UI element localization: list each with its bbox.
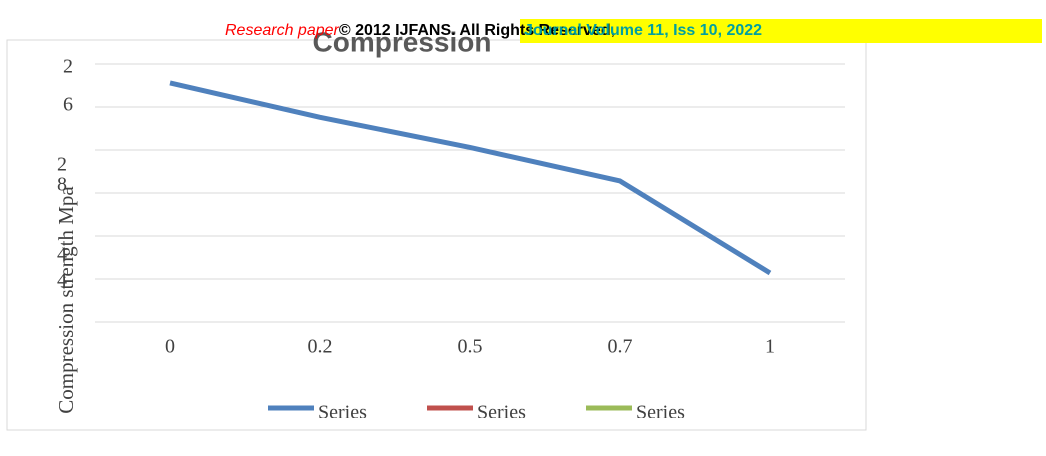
header-left: Research paper	[225, 22, 340, 39]
x-tick-label: 0.5	[458, 336, 483, 358]
chart-frame	[6, 39, 867, 431]
x-tick-label: 1	[765, 336, 775, 358]
legend-label: Series	[636, 402, 685, 424]
legend-label: Series	[318, 402, 367, 424]
x-tick-label: 0.2	[308, 336, 333, 358]
y-tick-fragment: 4	[57, 244, 67, 266]
header-middle: © 2012 IJFANS. All Rights Reserved	[339, 22, 611, 39]
x-tick-label: 0.7	[608, 336, 633, 358]
legend-label: Series	[477, 402, 526, 424]
y-axis-label: Compression strength Mpa	[54, 186, 78, 414]
y-tick-fragment: 6	[63, 94, 73, 116]
y-tick-fragment: 2	[57, 154, 67, 176]
y-tick-fragment: 8	[57, 174, 67, 196]
chart-title: Compression	[313, 26, 492, 57]
x-tick-label: 0	[165, 336, 175, 358]
y-tick-fragment: 4	[57, 270, 67, 292]
y-tick-fragment: 2	[63, 56, 73, 78]
highlight	[520, 19, 1042, 43]
header-right: Journal Volume 11, Iss 10, 2022	[524, 22, 762, 39]
header: Research paper© 2012 IJFANS. All Rights …	[225, 22, 615, 39]
header-sep: ,	[611, 22, 615, 39]
series-line	[169, 80, 772, 276]
